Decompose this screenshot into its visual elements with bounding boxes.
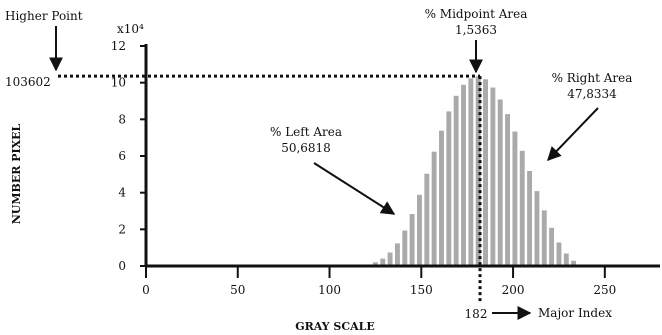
x-ticks: 0 50 100 150 200 250 [142, 266, 616, 297]
histogram-bar [401, 229, 408, 267]
histogram-bar [519, 150, 526, 267]
histogram-bar [555, 241, 563, 267]
histogram-bar [394, 242, 401, 267]
histogram-bar [409, 213, 416, 267]
x-tick-label: 200 [502, 283, 525, 297]
histogram-bar [453, 95, 460, 267]
histogram-bar [533, 190, 540, 267]
histogram-bar [548, 227, 555, 267]
histogram-bar [460, 84, 467, 267]
histogram-bar [504, 113, 511, 267]
y-tick-label: 2 [118, 222, 126, 236]
x-axis-title: GRAY SCALE [295, 320, 375, 333]
y-tick-label: 6 [118, 149, 126, 163]
midpoint-label: % Midpoint Area [425, 7, 528, 21]
x-tick-label: 150 [410, 283, 433, 297]
x-tick-label: 50 [230, 283, 245, 297]
histogram-bars [350, 75, 592, 267]
left-area-label: % Left Area [270, 125, 342, 139]
histogram-bar [438, 130, 445, 267]
x-tick-label: 0 [142, 283, 150, 297]
histogram-bar [423, 173, 430, 267]
histogram-bar [511, 130, 518, 267]
histogram-bar [475, 75, 482, 267]
histogram-bar [563, 252, 570, 267]
major-index-value: 182 [465, 307, 488, 321]
histogram-bar [467, 77, 474, 267]
histogram-bar [526, 170, 533, 267]
histogram-bar [431, 151, 438, 267]
y-tick-label: 12 [111, 39, 126, 53]
right-area-label: % Right Area [552, 71, 633, 85]
y-multiplier-label: x10⁴ [117, 22, 144, 36]
histogram-bar [497, 98, 504, 267]
midpoint-value: 1,5363 [455, 23, 497, 37]
histogram-bar [416, 194, 423, 267]
right-area-value: 47,8334 [567, 87, 617, 101]
histogram-bar [445, 110, 452, 267]
y-tick-label: 4 [118, 186, 126, 200]
left-area-value: 50,6818 [281, 141, 331, 155]
left-area-arrow [313, 162, 396, 215]
major-index-label: Major Index [538, 306, 612, 320]
histogram-bar [489, 86, 496, 267]
higher-point-value: 103602 [5, 75, 51, 89]
y-tick-label: 10 [111, 76, 126, 90]
y-axis-title: NUMBER PIXEL [10, 123, 23, 224]
higher-point-label: Higher Point [5, 9, 83, 23]
histogram-bar [482, 78, 489, 267]
right-area-arrow [547, 107, 599, 162]
y-tick-label: 8 [118, 112, 126, 126]
y-tick-label: 0 [118, 259, 126, 273]
histogram-bar [387, 251, 394, 267]
x-tick-label: 100 [318, 283, 341, 297]
x-tick-label: 250 [593, 283, 616, 297]
histogram-bar [541, 209, 548, 267]
y-ticks: 0 2 4 6 8 10 12 [111, 39, 146, 273]
